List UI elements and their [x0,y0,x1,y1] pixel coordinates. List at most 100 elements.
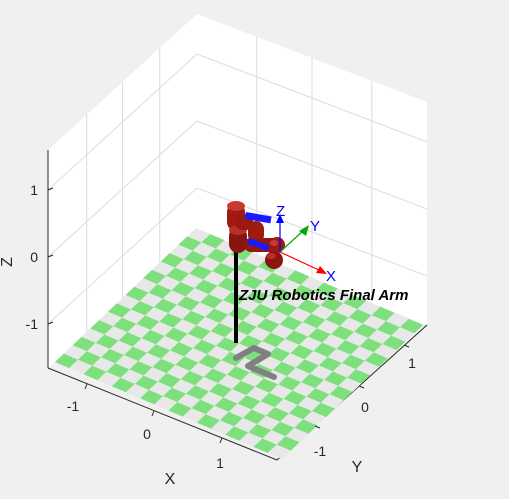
floor-tile [300,276,324,291]
floor-tile [256,318,280,333]
x-tick-label: 0 [143,426,151,442]
floor-tile [194,377,218,392]
floor-tile [171,282,195,297]
z-tick-label: -1 [26,316,39,332]
floor-tile [166,267,190,282]
floor-tile [212,360,236,375]
floor-tile [219,411,243,427]
floor-tile [83,365,107,381]
floor-tile [203,368,227,384]
floor-tile [297,396,321,412]
floor-tile [329,288,353,304]
floor-tile [104,326,128,341]
y-tick-label: 0 [361,399,369,415]
x-tick-label: 1 [216,455,224,471]
floor-tile [220,254,244,269]
floor-tile [173,319,197,334]
floor-tile [191,399,215,415]
floor-tile [99,311,123,327]
floor-tile [306,388,330,403]
floor-tile [170,342,193,357]
floor-tile [120,369,144,384]
floor-tile [210,323,234,338]
floor-tile [185,288,209,303]
floor-tile [278,376,302,391]
floor-tile [318,357,342,372]
floor-tile [115,355,139,370]
floor-tile [106,363,130,378]
floor-tile [157,373,181,388]
floor-tile [288,405,312,420]
floor-tile [290,344,314,360]
floor-tile [197,256,221,272]
robot-name-label: ZJU Robotics Final Arm [238,287,408,304]
floor-tile [176,296,200,311]
floor-tile [166,364,190,380]
floor-tile [201,331,225,346]
floor-tile [359,338,383,353]
floor-tile [314,282,338,297]
floor-tile [189,265,213,280]
floor-tile [92,357,116,372]
floor-tile [153,298,177,314]
floor-tile [242,312,266,327]
robot-joint-4 [269,237,285,253]
frame-y-arrowhead [299,225,309,236]
floor-tile [341,354,365,370]
floor-tile [249,266,273,282]
floor-tile [159,313,183,328]
floor-tile [214,397,238,412]
floor-tile [311,402,335,418]
floor-tile [139,292,163,308]
floor-tile [260,295,284,310]
floor-tile [69,359,93,375]
floor-tile [217,374,241,390]
floor-tile [339,317,363,332]
floor-tile [354,323,377,338]
floor-tile [295,359,319,374]
floor-tile [160,253,184,268]
floor-tile [332,363,356,378]
floor-tile [274,398,298,414]
floor-tile [205,308,229,323]
floor-tile [309,365,333,380]
floor-tile [288,307,312,323]
floor-tile [175,356,199,371]
floor-tile [178,236,202,251]
floor-tile [184,348,208,363]
floor-tile [225,426,249,441]
z-axis: 1 0 -1 Z [0,182,54,332]
floor-tile [193,339,216,355]
floor-tile [138,352,162,368]
floor-tile [216,337,239,352]
floor-tile [320,394,344,409]
floor-tile [303,411,327,426]
frame-x-arrowhead [316,266,327,274]
floor-tile [209,383,233,398]
floor-tile [311,305,335,320]
frame-x-label: X [326,268,336,285]
floor-tile [291,284,315,300]
y-axis: -1 0 1 Y [314,344,416,476]
floor-tile [283,390,307,405]
floor-tile [162,290,186,305]
floor-tile [107,303,131,318]
floor-tile [263,272,287,288]
floor-tile [125,286,149,302]
frame-y-axis [279,229,305,253]
floor-tile [168,402,192,417]
floor-tile [140,390,164,405]
floor-tile [206,248,230,263]
floor-tile [199,294,223,309]
floor-tile [151,261,175,276]
floor-tile [265,310,289,325]
end-effector-frame: X Y Z [276,203,336,285]
floor-tile [127,323,151,339]
floor-tile [207,345,231,361]
floor-tile [171,379,195,394]
floor-tile [262,332,285,348]
frame-z-label: Z [276,203,285,220]
floor-tile [347,369,371,384]
frame-x-axis [279,251,322,272]
floor-tile [377,321,400,336]
